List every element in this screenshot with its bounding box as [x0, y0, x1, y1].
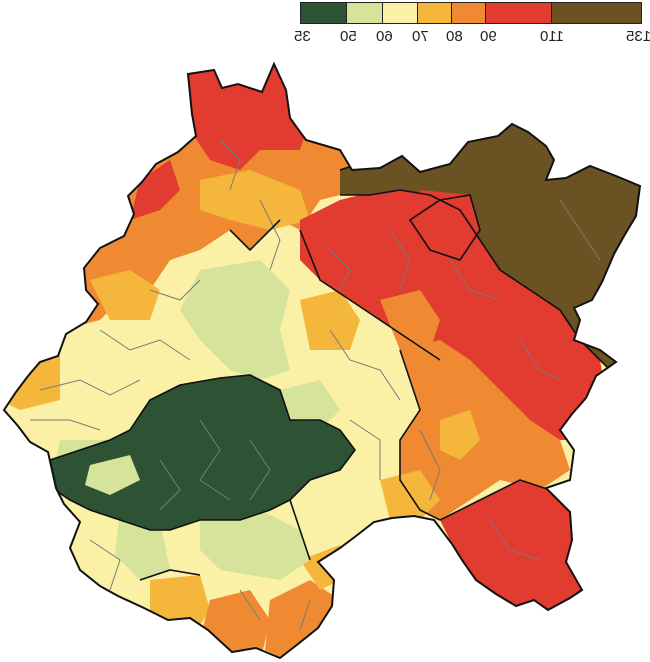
region-fill: [300, 180, 610, 440]
region-fills: [4, 64, 640, 658]
legend-swatch: [485, 3, 552, 23]
legend-swatch: [301, 3, 347, 23]
legend: 35 50 60 70 80 90 110 135: [294, 2, 650, 50]
legend-swatch: [551, 3, 641, 23]
region-fill: [90, 270, 160, 320]
legend-tick-label: 80: [446, 28, 463, 45]
region-fill: [440, 410, 480, 460]
region-fill: [50, 375, 355, 530]
region-fill: [400, 340, 570, 520]
region-fill: [200, 510, 310, 580]
region-fill: [180, 64, 310, 170]
region-fill: [340, 120, 640, 370]
region-fill: [180, 260, 290, 380]
legend-swatch: [346, 3, 383, 23]
legend-tick-label: 60: [376, 28, 393, 45]
legend-tick-label: 70: [412, 28, 429, 45]
choropleth-map: [2, 61, 642, 660]
region-fill: [200, 170, 310, 230]
region-fill: [130, 160, 180, 220]
legend-swatch: [452, 3, 486, 23]
country-outline: [2, 61, 642, 660]
region-fill: [495, 425, 540, 470]
legend-color-bar: [300, 2, 642, 24]
region-fill: [280, 380, 340, 430]
region-fill: [300, 290, 360, 350]
legend-tick-label: 110: [540, 28, 564, 45]
region-fill: [380, 290, 440, 350]
legend-tick-label: 135: [626, 28, 650, 45]
legend-tick-label: 35: [294, 28, 311, 45]
legend-swatch: [418, 3, 453, 23]
legend-tick-label: 90: [480, 28, 497, 45]
region-fill: [85, 455, 140, 495]
legend-tick-label: 50: [340, 28, 357, 45]
legend-swatch: [382, 3, 419, 23]
region-fill: [150, 575, 210, 640]
district-borders: [30, 139, 621, 631]
